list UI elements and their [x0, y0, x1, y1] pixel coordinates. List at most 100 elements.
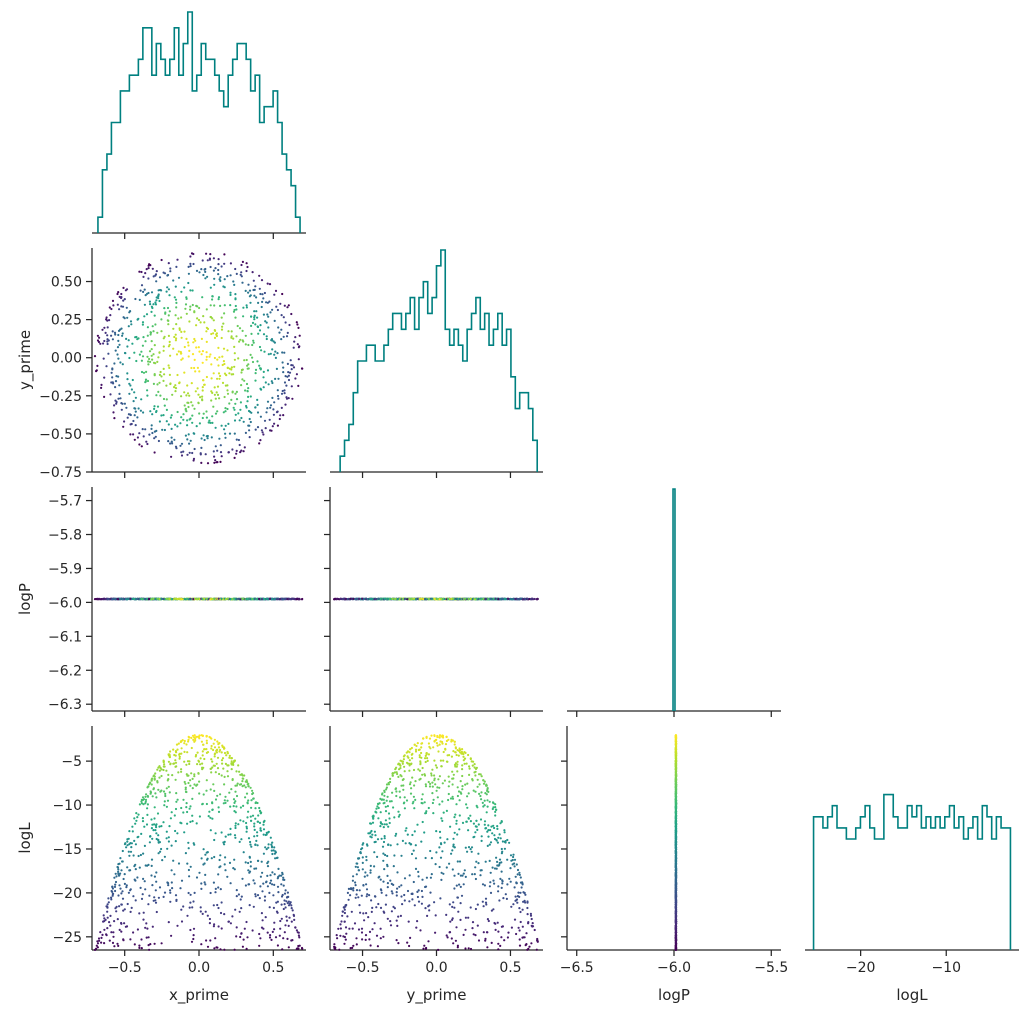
scatter-point	[379, 822, 383, 825]
scatter-point	[193, 432, 196, 435]
scatter-point	[499, 877, 502, 881]
scatter-point	[453, 906, 456, 909]
scatter-point	[190, 382, 193, 385]
scatter-point	[370, 910, 373, 914]
scatter-point	[129, 889, 132, 892]
scatter-point	[205, 326, 208, 329]
scatter-point	[280, 392, 284, 395]
scatter-point	[382, 880, 385, 883]
scatter-point	[300, 598, 304, 601]
scatter-point	[139, 289, 142, 292]
scatter-point	[102, 342, 105, 345]
scatter-point	[204, 270, 207, 273]
scatter-point	[280, 598, 284, 601]
scatter-point	[530, 942, 533, 945]
scatter-point	[374, 834, 377, 837]
scatter-point	[268, 891, 271, 895]
scatter-point	[443, 597, 446, 601]
scatter-point	[519, 920, 522, 924]
scatter-point	[284, 375, 287, 378]
scatter-point	[119, 887, 122, 890]
scatter-point	[142, 852, 145, 855]
scatter-point	[513, 858, 517, 861]
scatter-point	[151, 837, 154, 840]
scatter-point	[154, 792, 157, 795]
scatter-point	[479, 794, 482, 798]
scatter-point	[241, 339, 244, 342]
scatter-point	[265, 337, 268, 341]
scatter-point	[139, 409, 142, 412]
scatter-point	[260, 598, 263, 601]
scatter-point	[246, 400, 249, 403]
scatter-point	[269, 882, 272, 885]
scatter-point	[198, 780, 201, 783]
scatter-point	[115, 875, 118, 878]
scatter-point	[414, 780, 417, 783]
scatter-point	[274, 289, 278, 292]
scatter-point	[122, 286, 125, 289]
scatter-point	[265, 833, 268, 836]
scatter-point	[263, 350, 266, 353]
scatter-point	[205, 435, 208, 438]
scatter-point	[270, 938, 273, 942]
scatter-point	[186, 760, 190, 763]
scatter-point	[222, 747, 226, 750]
scatter-point	[256, 411, 260, 414]
scatter-point	[414, 750, 418, 753]
scatter-point	[170, 440, 173, 443]
scatter-point	[167, 262, 170, 265]
scatter-point	[411, 898, 414, 901]
scatter-point	[125, 884, 128, 887]
scatter-point	[254, 285, 257, 288]
scatter-point	[394, 834, 397, 837]
scatter-point	[206, 945, 210, 948]
scatter-point	[155, 910, 158, 914]
scatter-point	[272, 413, 275, 416]
scatter-point	[244, 884, 247, 887]
scatter-point	[229, 304, 232, 307]
scatter-point	[150, 348, 153, 351]
scatter-point	[355, 889, 359, 892]
scatter-point	[365, 598, 368, 601]
scatter-point	[247, 343, 250, 347]
scatter-point	[136, 816, 139, 819]
scatter-point	[298, 944, 301, 947]
scatter-point	[421, 766, 424, 770]
scatter-point	[175, 353, 179, 356]
scatter-point	[150, 291, 154, 294]
scatter-point	[234, 316, 237, 319]
scatter-point	[419, 929, 422, 932]
scatter-point	[197, 393, 200, 396]
scatter-point	[223, 253, 226, 256]
scatter-point	[274, 377, 277, 380]
scatter-point	[249, 815, 252, 818]
scatter-point	[488, 843, 491, 846]
scatter-point	[401, 903, 404, 906]
scatter-point	[189, 865, 192, 868]
scatter-point	[276, 410, 279, 413]
scatter-point	[170, 597, 173, 601]
scatter-point	[333, 943, 336, 946]
scatter-point	[204, 277, 207, 280]
scatter-point	[192, 927, 196, 930]
scatter-point	[209, 315, 212, 319]
scatter-point	[211, 317, 214, 320]
scatter-point	[129, 320, 133, 323]
scatter-point	[273, 598, 276, 601]
scatter-point	[174, 807, 178, 811]
scatter-point	[445, 913, 448, 917]
scatter-point	[386, 854, 389, 858]
scatter-point	[249, 786, 252, 789]
scatter-point	[115, 375, 118, 378]
scatter-point	[146, 794, 149, 798]
scatter-point	[190, 772, 193, 775]
scatter-point	[383, 835, 386, 838]
scatter-point	[403, 801, 406, 804]
scatter-point	[431, 768, 434, 771]
scatter-point	[290, 385, 293, 388]
scatter-point	[133, 438, 136, 441]
scatter-point	[259, 875, 262, 878]
scatter-point	[148, 300, 151, 303]
scatter-point	[134, 899, 137, 902]
panel-2-0: −5.7−5.8−5.9−6.0−6.1−6.2−6.3	[48, 487, 306, 717]
